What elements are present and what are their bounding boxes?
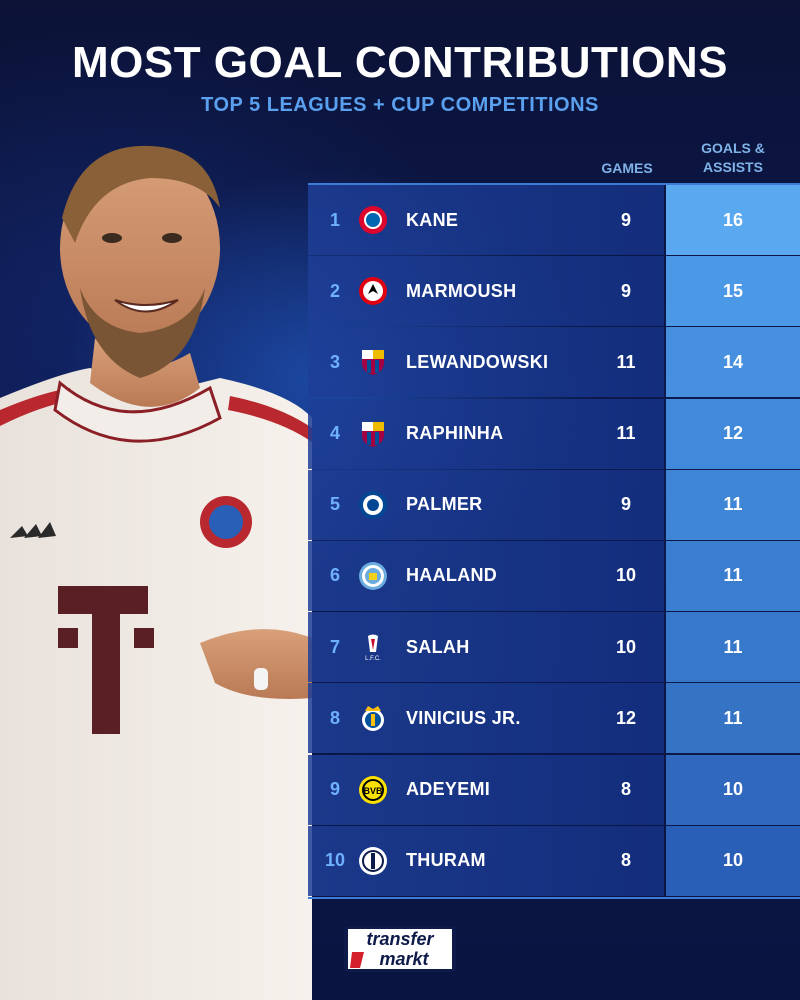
rank: 4 — [329, 423, 340, 444]
column-header-goals-assists: GOALS & ASSISTS — [688, 139, 778, 177]
column-header-ga-line1: GOALS & — [701, 140, 765, 156]
goals-assists-value: 11 — [723, 636, 743, 657]
borussia-dortmund-crest-icon: BVB — [359, 775, 387, 804]
goals-assists-value: 10 — [722, 850, 744, 871]
real-madrid-crest-icon — [362, 706, 384, 732]
games-value: 9 — [620, 494, 631, 515]
player-name: MARMOUSH — [406, 280, 517, 301]
table-row: 6 HAALAND 10 11 — [308, 540, 800, 611]
goals-assists-value: 12 — [722, 423, 744, 444]
goals-assists-value: 11 — [723, 494, 743, 515]
player-name: ADEYEMI — [406, 779, 491, 799]
rank: 1 — [329, 209, 340, 230]
player-name: VINICIUS JR. — [406, 707, 521, 728]
rank: 5 — [329, 494, 340, 515]
rank: 8 — [329, 707, 340, 728]
row-background — [308, 612, 664, 683]
fc-barcelona-crest-icon — [362, 421, 384, 447]
goals-assists-value: 11 — [723, 707, 743, 728]
table-row: 8 VINICIUS JR. 12 11 — [308, 683, 800, 754]
table-row: 3 LEWANDOWSKI 11 14 — [308, 327, 800, 398]
table-row: 10 THURAM 8 10 — [308, 825, 800, 896]
table-row: 2 MARMOUSH 9 15 — [308, 256, 800, 327]
logo-line2: markt — [379, 949, 429, 969]
games-value: 12 — [615, 707, 637, 728]
player-name: RAPHINHA — [406, 423, 504, 444]
chelsea-crest-icon — [359, 490, 387, 519]
goals-assists-value: 14 — [722, 351, 744, 372]
svg-text:BVB: BVB — [363, 786, 383, 796]
page-title: MOST GOAL CONTRIBUTIONS — [71, 38, 728, 87]
goals-assists-value: 10 — [722, 779, 744, 799]
goals-assists-cell — [666, 398, 800, 469]
games-value: 8 — [620, 779, 631, 799]
goals-assists-value: 15 — [722, 280, 744, 301]
goals-assists-cell — [666, 540, 800, 611]
goals-assists-cell — [666, 612, 800, 683]
page-subtitle: TOP 5 LEAGUES + CUP COMPETITIONS — [201, 94, 599, 116]
eintracht-frankfurt-crest-icon — [359, 277, 387, 306]
player-name: HAALAND — [406, 565, 498, 586]
ranking-table: 1 KANE 9 16 2 MARMOUSH 9 15 3 LEWANDOWSKI 11 14 4 RAP… — [308, 183, 800, 899]
player-name: SALAH — [406, 636, 470, 657]
bayern-munich-crest-icon — [359, 206, 387, 234]
goals-assists-cell — [666, 185, 800, 255]
goals-assists-cell — [666, 683, 800, 754]
player-name: THURAM — [406, 850, 486, 871]
table-row: 1 KANE 9 16 — [308, 185, 800, 255]
goals-assists-cell — [666, 825, 800, 896]
rank: 10 — [324, 850, 346, 871]
games-value: 9 — [620, 280, 631, 301]
goals-assists-cell — [666, 327, 800, 398]
rank: 6 — [329, 565, 340, 586]
player-name: KANE — [406, 209, 459, 230]
table-row: 9 BVB ADEYEMI 8 10 — [308, 754, 800, 825]
rank: 9 — [329, 779, 340, 799]
games-value: 8 — [620, 850, 631, 871]
table-row: 7 L.F.C. SALAH 10 11 — [308, 612, 800, 683]
goals-assists-cell — [666, 754, 800, 825]
manchester-city-crest-icon — [359, 561, 387, 590]
liverpool-crest-icon: L.F.C. — [365, 634, 381, 662]
rank: 3 — [329, 351, 340, 372]
goals-assists-value: 11 — [723, 565, 743, 586]
games-value: 11 — [616, 351, 636, 372]
games-value: 11 — [616, 423, 636, 444]
rank: 2 — [329, 280, 340, 301]
transfermarkt-logo: transfer markt — [344, 926, 456, 972]
logo-line1: transfer — [366, 929, 434, 949]
inter-milan-crest-icon — [359, 846, 387, 875]
games-value: 9 — [620, 209, 631, 230]
table-row: 5 PALMER 9 11 — [308, 469, 800, 540]
player-name: LEWANDOWSKI — [406, 351, 549, 372]
games-value: 10 — [615, 565, 637, 586]
column-header-games: GAMES — [601, 160, 653, 176]
goals-assists-cell — [666, 469, 800, 540]
fc-barcelona-crest-icon — [362, 350, 384, 376]
games-value: 10 — [615, 636, 637, 657]
goals-assists-value: 16 — [722, 209, 744, 230]
table-row: 4 RAPHINHA 11 12 — [308, 398, 800, 469]
rank: 7 — [329, 636, 340, 657]
column-header-ga-line2: ASSISTS — [703, 159, 763, 175]
player-name: PALMER — [406, 494, 483, 515]
svg-text:L.F.C.: L.F.C. — [365, 656, 381, 662]
goals-assists-cell — [666, 256, 800, 327]
player-photo — [0, 145, 312, 1000]
